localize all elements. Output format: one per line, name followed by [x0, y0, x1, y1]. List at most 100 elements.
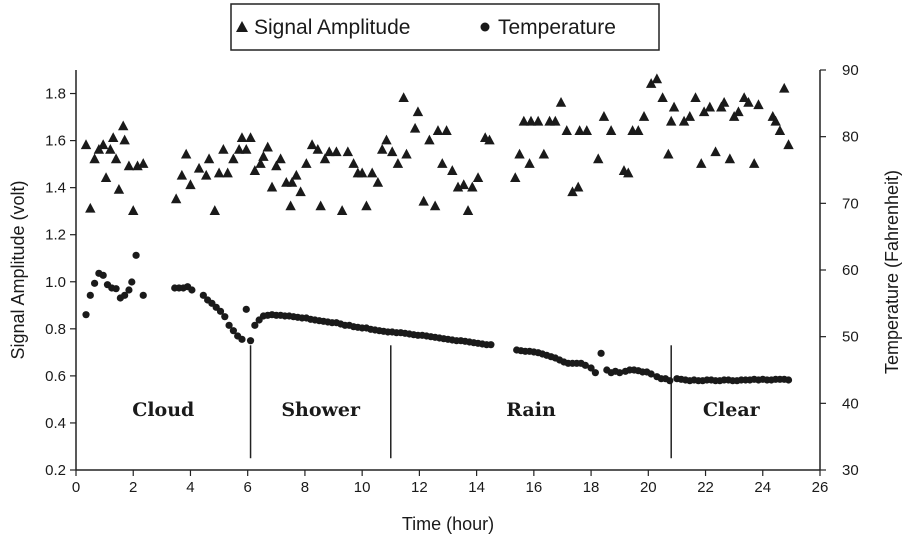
signal-amplitude-point — [176, 169, 188, 180]
signal-amplitude-point — [524, 158, 535, 168]
signal-amplitude-point — [748, 158, 760, 168]
temperature-point — [82, 311, 90, 319]
temperature-point — [225, 321, 233, 329]
region-label-clear: Clear — [703, 399, 761, 421]
signal-amplitude-point — [518, 115, 530, 126]
temperature-point — [99, 271, 107, 279]
signal-amplitude-point — [743, 96, 754, 107]
signal-amplitude-point — [110, 153, 122, 164]
signal-amplitude-point — [690, 92, 701, 103]
signal-amplitude-point — [241, 144, 252, 154]
signal-amplitude-point — [381, 134, 392, 145]
temperature-point — [86, 291, 94, 299]
signal-amplitude-point — [185, 179, 196, 190]
x-tick-label: 16 — [526, 479, 543, 496]
signal-amplitude-point — [295, 186, 306, 197]
x-tick-label: 4 — [186, 479, 194, 496]
signal-amplitude-point — [113, 184, 125, 194]
series-signal-amplitude — [80, 73, 794, 215]
temperature-point — [597, 349, 605, 357]
signal-amplitude-point — [398, 92, 409, 103]
y-tick-label: 0.6 — [45, 368, 66, 385]
signal-amplitude-point — [258, 151, 269, 161]
signal-amplitude-point — [266, 181, 278, 192]
signal-amplitude-point — [291, 169, 302, 180]
signal-amplitude-point — [678, 115, 690, 126]
signal-amplitude-point — [783, 139, 794, 150]
signal-amplitude-point — [779, 82, 790, 93]
signal-amplitude-point — [262, 141, 273, 152]
signal-amplitude-point — [774, 125, 786, 135]
y-axis-right-title: Temperature (Fahrenheit) — [882, 170, 902, 374]
y-tick-label: 1.0 — [45, 274, 66, 291]
temperature-point — [221, 313, 229, 321]
signal-amplitude-point — [213, 167, 225, 178]
signal-amplitude-point — [710, 146, 721, 157]
x-tick-label: 20 — [640, 479, 657, 496]
x-tick-label: 8 — [301, 479, 309, 496]
temperature-point — [587, 364, 595, 372]
x-tick-label: 24 — [754, 479, 771, 496]
signal-amplitude-point — [668, 101, 680, 112]
signal-amplitude-point — [581, 125, 592, 135]
ticks: 0 2 4 6 8 10 12 14 16 18 20 22 24 260.20.40.60.81.01.… — [45, 62, 859, 496]
legend-box — [230, 3, 660, 51]
signal-amplitude-point — [222, 167, 233, 178]
legend-label-temperature: Temperature — [498, 16, 616, 39]
signal-amplitude-point — [593, 153, 604, 164]
signal-amplitude-point — [118, 120, 129, 131]
signal-amplitude-point — [85, 202, 96, 213]
signal-amplitude-point — [409, 122, 421, 133]
temperature-point — [591, 369, 599, 377]
temperature-point — [139, 291, 147, 299]
signal-amplitude-point — [170, 193, 182, 204]
signal-amplitude-point — [336, 205, 348, 215]
signal-amplitude-point — [429, 200, 441, 211]
region-label-rain: Rain — [506, 399, 556, 421]
signal-amplitude-point — [306, 139, 318, 150]
signal-amplitude-point — [315, 200, 326, 211]
signal-amplitude-point — [666, 115, 677, 126]
signal-amplitude-point — [424, 134, 435, 145]
signal-amplitude-point — [532, 115, 544, 126]
region-label-cloud: Cloud — [132, 399, 194, 421]
temperature-point — [199, 291, 207, 299]
x-axis-title: Time (hour) — [402, 514, 494, 534]
region-boundaries — [249, 345, 672, 459]
region-labels: Cloud Shower Rain Clear — [132, 399, 760, 421]
y-axis-left-title: Signal Amplitude (volt) — [8, 180, 28, 359]
signal-amplitude-point — [361, 200, 372, 211]
legend: Signal Amplitude Temperature — [230, 3, 660, 51]
signal-amplitude-point — [193, 162, 205, 173]
signal-amplitude-point — [123, 160, 135, 171]
signal-amplitude-point — [704, 101, 716, 112]
signal-amplitude-point — [233, 144, 245, 154]
y-tick-label: 1.2 — [45, 227, 66, 244]
temperature-point — [246, 337, 255, 345]
signal-amplitude-point — [753, 99, 764, 110]
signal-amplitude-point — [180, 148, 192, 159]
signal-amplitude-point — [324, 146, 335, 157]
legend-marker-temperature — [480, 22, 490, 32]
y2-tick-label: 70 — [842, 195, 859, 212]
temperature-point — [112, 285, 120, 293]
y2-tick-label: 90 — [842, 62, 859, 79]
signal-amplitude-point — [105, 144, 116, 154]
temperature-point — [188, 286, 196, 294]
signal-amplitude-point — [567, 186, 578, 197]
signal-amplitude-point — [738, 92, 750, 103]
x-tick-label: 22 — [697, 479, 714, 496]
y-tick-label: 1.8 — [45, 86, 66, 103]
temperature-point — [581, 361, 589, 369]
signal-amplitude-point — [387, 146, 398, 157]
y2-tick-label: 80 — [842, 129, 859, 146]
signal-amplitude-point — [128, 205, 139, 215]
signal-amplitude-point — [598, 111, 610, 121]
signal-amplitude-point — [574, 125, 585, 135]
temperature-point — [125, 286, 133, 294]
signal-amplitude-point — [555, 96, 567, 107]
signal-amplitude-point — [100, 172, 112, 183]
signal-amplitude-point — [605, 125, 617, 135]
signal-amplitude-point — [550, 115, 561, 126]
temperature-point — [251, 321, 259, 329]
